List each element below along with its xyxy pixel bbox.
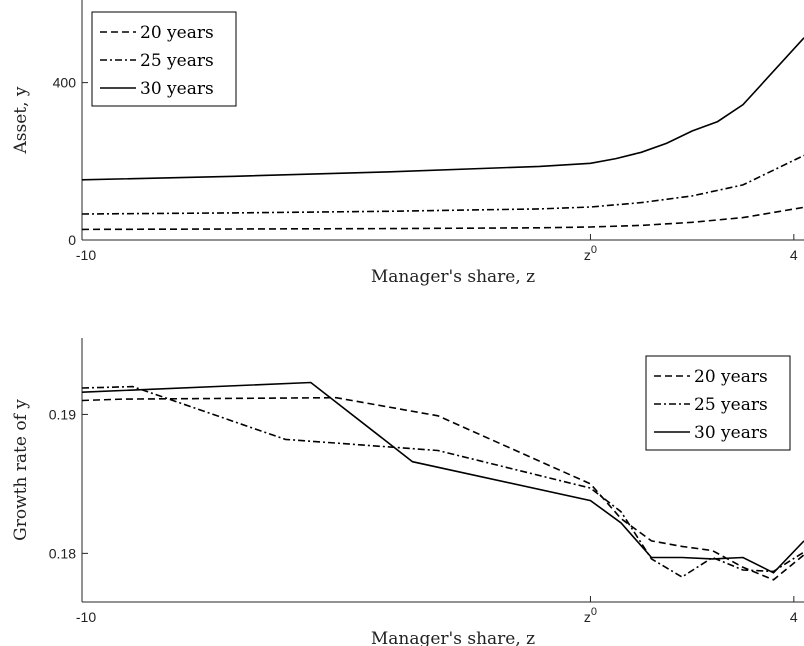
legend-label: 20 years <box>694 367 768 387</box>
legend-label: 25 years <box>694 395 768 415</box>
legend-label: 25 years <box>140 51 214 71</box>
series-line-25-years <box>82 154 804 215</box>
x-tick-label: 4 <box>790 247 798 263</box>
series-line-20-years <box>82 396 804 581</box>
legend-box <box>645 355 791 451</box>
y-tick-label: 0.19 <box>49 406 76 422</box>
series-line-25-years <box>82 385 804 578</box>
x-tick-label: -10 <box>76 247 96 263</box>
legend-box <box>91 11 237 107</box>
series-line-30-years <box>82 381 804 574</box>
legend: 20 years 25 years 30 years <box>645 355 791 451</box>
y-axis-label: Growth rate of y <box>11 399 31 541</box>
x-tick-label: 4 <box>790 609 798 625</box>
asset-panel: -10 z0 4 0 400 Manager's share, z Asset, y 20 y… <box>11 0 804 287</box>
y-tick-label: 0 <box>68 232 76 248</box>
y-tick-label: 400 <box>53 75 77 91</box>
x-tick-label: z0 <box>584 244 597 263</box>
series-line-20-years <box>82 206 804 231</box>
x-axis-label: Manager's share, z <box>371 267 535 287</box>
x-tick-label: z0 <box>584 606 597 625</box>
legend-label: 30 years <box>140 79 214 99</box>
legend-label: 20 years <box>140 23 214 43</box>
y-tick-label: 0.18 <box>49 545 76 561</box>
growth-rate-panel: -10 z0 4 0.18 0.19 Manager's share, z Growth r… <box>11 338 804 646</box>
legend-label: 30 years <box>694 423 768 443</box>
x-tick-label: -10 <box>76 609 96 625</box>
series-line-30-years <box>82 37 804 181</box>
legend: 20 years 25 years 30 years <box>91 11 237 107</box>
y-axis-label: Asset, y <box>11 86 31 154</box>
x-axis-label: Manager's share, z <box>371 629 535 646</box>
